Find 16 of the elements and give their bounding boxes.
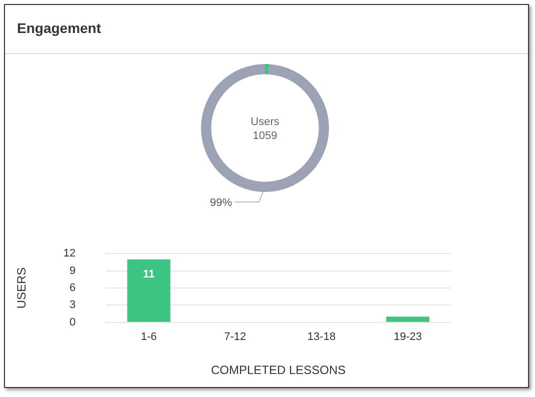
text: Users [250, 116, 280, 128]
x-axis-title: COMPLETED LESSONS [210, 363, 346, 378]
y-tick-label: 12 [63, 248, 76, 260]
data-label: 99% [210, 196, 232, 209]
x-tick-label: 13-18 [307, 331, 336, 344]
y-axis-title: USERS [14, 267, 29, 309]
text: Engagement [17, 20, 102, 36]
data-label: 11 [142, 268, 155, 280]
y-tick-label: 3 [70, 299, 76, 312]
y-tick-label: 0 [70, 316, 76, 328]
x-tick-label: 19-23 [394, 331, 422, 344]
y-tick-label: 6 [70, 282, 76, 294]
x-tick-label: 7-12 [224, 331, 246, 344]
x-tick-label: 1-6 [140, 331, 157, 344]
y-tick-label: 9 [70, 264, 76, 277]
text: 1059 [252, 130, 278, 142]
